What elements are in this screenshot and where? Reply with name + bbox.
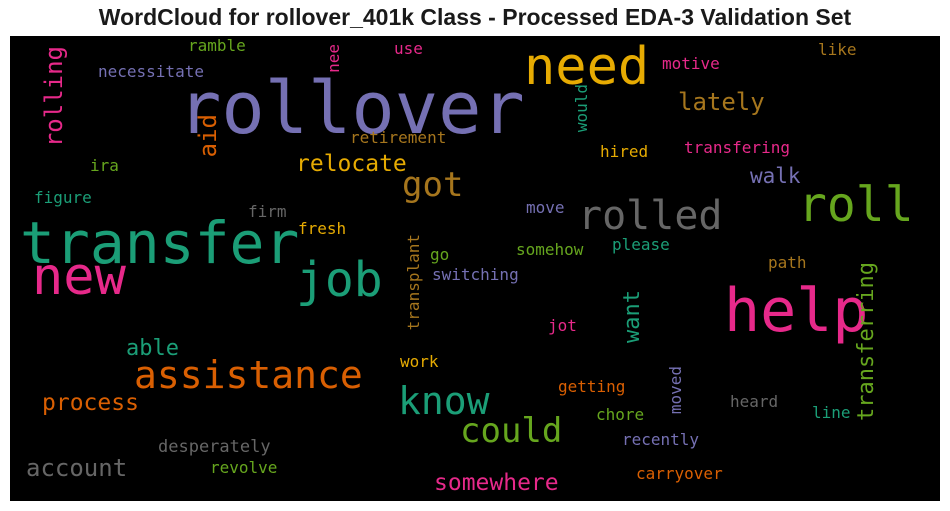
word-rolling: rolling xyxy=(40,46,68,148)
word-like: like xyxy=(818,40,857,59)
word-work: work xyxy=(400,352,439,371)
chart-title: WordCloud for rollover_401k Class - Proc… xyxy=(98,4,852,30)
word-switching: switching xyxy=(432,265,519,284)
word-move: move xyxy=(526,198,565,217)
word-walk: walk xyxy=(750,164,801,188)
word-path: path xyxy=(768,253,807,272)
word-nee: nee xyxy=(324,44,343,73)
word-know: know xyxy=(398,379,490,423)
word-somehow: somehow xyxy=(516,240,584,259)
word-figure: figure xyxy=(34,188,92,207)
word-jot: jot xyxy=(548,316,577,335)
word-carryover: carryover xyxy=(636,464,723,483)
word-transfering: transfering xyxy=(684,138,790,157)
word-please: please xyxy=(612,235,670,254)
word-able: able xyxy=(126,336,179,361)
word-motive: motive xyxy=(662,54,720,73)
word-want: want xyxy=(620,290,645,343)
word-hired: hired xyxy=(600,142,649,161)
word-firm: firm xyxy=(248,202,287,221)
word-rollover: rollover xyxy=(178,66,525,150)
word-need: need xyxy=(524,37,650,97)
word-transferring: transferring xyxy=(854,262,879,421)
word-heard: heard xyxy=(730,392,779,411)
word-fresh: fresh xyxy=(298,219,347,238)
word-somewhere: somewhere xyxy=(434,470,559,496)
word-moved: moved xyxy=(666,366,685,415)
word-could: could xyxy=(460,411,563,451)
word-necessitate: necessitate xyxy=(98,62,204,81)
word-getting: getting xyxy=(558,377,626,396)
wordcloud-canvas: rollover transfer help need new roll rolled job… xyxy=(10,36,940,501)
word-roll: roll xyxy=(798,177,914,233)
word-rolled: rolled xyxy=(578,193,723,239)
word-retirement: retirement xyxy=(350,128,447,147)
word-process: process xyxy=(42,390,139,416)
word-recently: recently xyxy=(622,430,700,449)
word-aid: aid xyxy=(194,114,222,158)
word-relocate: relocate xyxy=(296,151,407,177)
word-new: new xyxy=(32,247,126,307)
word-transfer: transfer xyxy=(20,209,300,277)
word-desperately: desperately xyxy=(158,437,271,457)
word-account: account xyxy=(26,454,128,482)
word-help: help xyxy=(724,276,869,346)
word-would: would xyxy=(572,84,591,133)
word-got: got xyxy=(402,165,464,205)
word-use: use xyxy=(394,39,423,58)
word-go: go xyxy=(430,245,450,264)
word-job: job xyxy=(296,252,383,308)
word-assistance: assistance xyxy=(134,353,363,397)
word-revolve: revolve xyxy=(210,458,278,477)
word-ramble: ramble xyxy=(188,36,246,55)
word-line: line xyxy=(812,403,851,422)
word-transplant: transplant xyxy=(404,234,423,331)
word-chore: chore xyxy=(596,405,645,424)
word-lately: lately xyxy=(678,88,765,116)
word-ira: ira xyxy=(90,156,119,175)
